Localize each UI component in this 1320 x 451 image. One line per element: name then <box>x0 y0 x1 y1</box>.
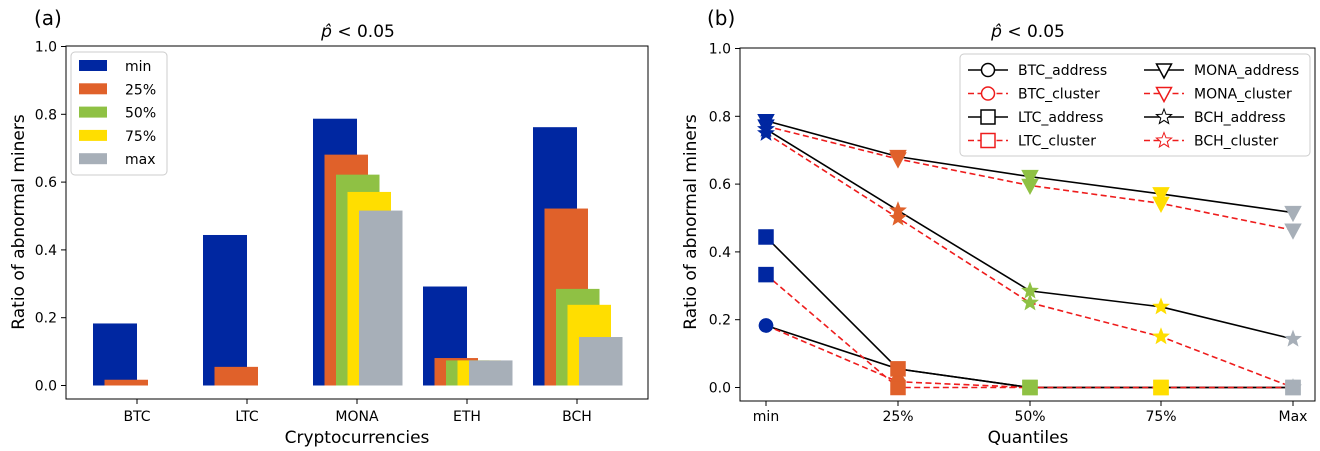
line-chart-y-axis-label: Ratio of abnormal miners <box>681 114 701 330</box>
legend-label-ltc-address: LTC_address <box>1018 110 1103 126</box>
y-tick-label: 0.8 <box>709 109 731 125</box>
line-chart-ticks: min 25% 50% 75% Max 0.0 0.2 0.4 0.6 0.8 1.0 <box>709 42 1308 426</box>
point-ltc-address-min <box>758 229 774 245</box>
point-mona-cluster-75pct <box>1152 196 1170 214</box>
point-bch-cluster-75pct <box>1152 327 1170 345</box>
x-tick-label-ltc: LTC <box>235 409 259 425</box>
legend-marker-bch-address <box>1155 107 1173 125</box>
bar-btc-25pct <box>104 379 148 386</box>
line-bch-address <box>765 128 1294 340</box>
point-ltc-cluster-75pct <box>1153 379 1169 396</box>
y-tick-label: 0.8 <box>35 107 57 123</box>
point-ltc-address-25pct <box>890 361 906 377</box>
x-tick-label-btc: BTC <box>123 409 150 425</box>
legend-label-ltc-cluster: LTC_cluster <box>1018 134 1096 150</box>
bar-ltc-min <box>203 234 247 386</box>
bar-group <box>93 118 623 386</box>
line-ltc-address <box>765 236 1293 389</box>
y-tick-label: 0.6 <box>709 177 731 193</box>
point-mona-cluster-50pct <box>1021 178 1039 196</box>
bar-eth-max <box>469 360 513 386</box>
legend-box <box>70 51 168 176</box>
x-tick-label-mona: MONA <box>335 409 379 425</box>
legend-marker-bch-cluster <box>1155 131 1173 149</box>
point-mona-address-max <box>1284 205 1302 223</box>
legend-label-max: max <box>125 152 156 168</box>
x-tick-label-bch: BCH <box>562 409 592 425</box>
legend-marker-ltc-address <box>980 109 996 125</box>
x-tick-label-75pct: 75% <box>1145 409 1176 425</box>
point-bch-address-75pct <box>1152 297 1170 315</box>
x-tick-label-eth: ETH <box>453 409 481 425</box>
bar-mona-max <box>359 210 403 386</box>
legend-box <box>959 53 1311 157</box>
legend-label-bch-cluster: BCH_cluster <box>1194 134 1279 150</box>
legend-swatch-75pct <box>79 129 107 141</box>
bar-btc-min <box>93 323 137 386</box>
point-ltc-cluster-min <box>758 266 774 283</box>
point-bch-cluster-max <box>1284 378 1302 396</box>
y-tick-label: 0.2 <box>35 311 57 327</box>
bar-chart-title: p̂ < 0.05 <box>320 22 395 42</box>
legend-label-50pct: 50% <box>125 106 156 122</box>
bar-ltc-25pct <box>214 366 258 386</box>
bar-chart-y-axis-label: Ratio of abnormal miners <box>9 114 29 330</box>
point-bch-cluster-50pct <box>1021 293 1039 311</box>
x-tick-label-min: min <box>753 409 779 425</box>
legend-label-bch-address: BCH_address <box>1194 110 1286 126</box>
legend-label-mona-address: MONA_address <box>1194 63 1299 79</box>
point-ltc-cluster-50pct <box>1022 379 1038 396</box>
y-tick-label: 1.0 <box>35 40 57 56</box>
legend-label-75pct: 75% <box>125 129 156 145</box>
x-tick-label-50pct: 50% <box>1014 409 1045 425</box>
legend-swatch-min <box>79 60 107 71</box>
point-btc-cluster-min <box>758 318 774 333</box>
y-tick-label: 0.6 <box>35 175 57 191</box>
bar-chart-frame <box>65 45 649 400</box>
legend-marker-btc-cluster <box>980 86 996 101</box>
legend-label-mona-cluster: MONA_cluster <box>1194 87 1292 103</box>
x-tick-label-max: Max <box>1279 409 1308 425</box>
x-tick-label-25pct: 25% <box>882 409 913 425</box>
legend-swatch-max <box>79 153 107 165</box>
legend-label-25pct: 25% <box>125 82 156 98</box>
point-mona-cluster-25pct <box>889 152 907 169</box>
line-chart-title: p̂ < 0.05 <box>990 22 1065 42</box>
legend-swatch-25pct <box>79 83 107 95</box>
y-tick-label: 0.4 <box>35 243 57 259</box>
line-chart-x-axis-label: Quantiles <box>988 428 1069 448</box>
point-bch-address-max <box>1284 329 1302 347</box>
bar-chart-x-axis-label: Cryptocurrencies <box>285 428 430 448</box>
point-bch-cluster-25pct <box>889 208 907 226</box>
legend-label-btc-address: BTC_address <box>1018 63 1107 79</box>
point-ltc-cluster-25pct <box>890 379 906 396</box>
line-chart-legend: BTC_address BTC_cluster LTC_address LTC_clu… <box>959 53 1311 157</box>
y-tick-label: 0.0 <box>35 379 57 395</box>
bar-chart-panel: (a) p̂ < 0.05 BTC LTC MONA ETH BCH 0.0 0.2 0.4 0… <box>9 6 649 448</box>
point-bch-cluster-min <box>757 123 775 141</box>
bar-bch-max <box>579 337 623 386</box>
legend-marker-ltc-cluster <box>980 132 996 149</box>
legend-marker-mona-cluster <box>1155 86 1173 104</box>
line-chart-panel: (b) p̂ < 0.05 min 25% 50% 75% Max 0.0 0.2 0.4 0.… <box>681 6 1316 448</box>
y-tick-label: 1.0 <box>709 42 731 58</box>
panel-a-label: (a) <box>34 6 62 30</box>
line-chart-frame <box>739 47 1316 402</box>
bar-chart-legend: min 25% 50% 75% max <box>70 51 168 176</box>
panel-b-label: (b) <box>707 6 735 30</box>
point-mona-address-50pct <box>1021 169 1039 187</box>
point-mona-cluster-max <box>1284 223 1302 240</box>
y-tick-label: 0.2 <box>709 313 731 329</box>
line-series-group <box>757 113 1302 396</box>
legend-label-btc-cluster: BTC_cluster <box>1018 87 1100 103</box>
y-tick-label: 0.4 <box>709 245 731 261</box>
point-mona-address-75pct <box>1152 187 1170 204</box>
legend-swatch-50pct <box>79 106 107 118</box>
bar-chart-ticks: BTC LTC MONA ETH BCH 0.0 0.2 0.4 0.6 0.8 1.0 <box>35 40 592 426</box>
legend-marker-btc-address <box>980 62 996 78</box>
legend-label-min: min <box>125 59 151 75</box>
legend-marker-mona-address <box>1155 63 1173 80</box>
y-tick-label: 0.0 <box>709 381 731 397</box>
